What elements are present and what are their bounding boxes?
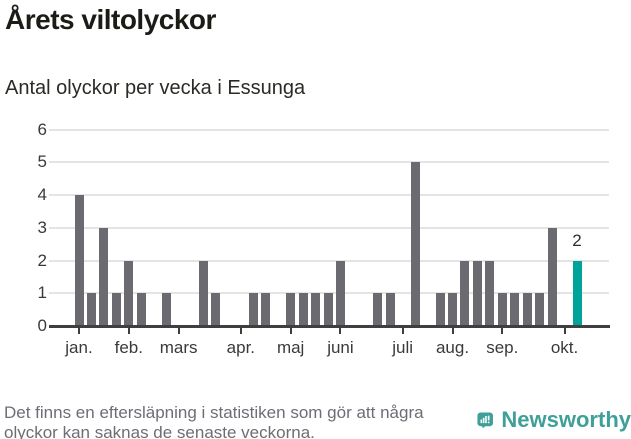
footnote-line2: olyckor kan saknas de senaste veckorna. [4, 423, 315, 439]
gridline [49, 259, 609, 262]
bar-week [86, 293, 96, 326]
bar-week [410, 162, 420, 326]
gridline [49, 194, 609, 196]
footnote: Det finns en eftersläpning i statistiken… [4, 403, 474, 439]
bar-week [522, 293, 532, 326]
bar-week [99, 227, 109, 326]
bar-week [535, 293, 545, 326]
bar-week [448, 293, 457, 326]
bar-week [298, 293, 308, 326]
bar-week [460, 260, 470, 326]
x-axis-month-label: feb. [114, 338, 143, 357]
bar-week [323, 293, 333, 326]
bar-week [261, 293, 271, 326]
bar-week [211, 293, 221, 326]
x-axis-month-label: okt. [550, 338, 579, 357]
footnote-line1: Det finns en eftersläpning i statistiken… [4, 403, 424, 422]
bar-week [199, 260, 208, 326]
x-axis-tick [239, 327, 242, 334]
bar-week [74, 195, 84, 326]
y-axis-tick-label: 2 [37, 250, 47, 270]
x-axis-tick [127, 327, 130, 334]
bar-week [136, 293, 146, 326]
x-axis-month-label: sep. [486, 338, 519, 357]
page-title: Årets viltolyckor [5, 4, 216, 35]
x-axis-month-label: apr. [226, 338, 256, 357]
bar-week [311, 293, 321, 326]
last-value-label: 2 [572, 231, 582, 250]
y-axis-tick-label: 5 [37, 152, 47, 172]
x-axis-tick [177, 327, 180, 334]
chart-subtitle: Antal olyckor per vecka i Essunga [5, 77, 306, 99]
bar-chart-speech-bubble-icon [477, 411, 493, 428]
bar-week [485, 260, 495, 326]
gridline [49, 128, 609, 131]
x-axis-tick [289, 327, 292, 334]
x-axis-tick [339, 327, 342, 334]
x-axis-line [49, 325, 610, 328]
x-axis-tick [563, 327, 566, 334]
bar-week [248, 293, 258, 326]
x-axis-month-label: aug. [435, 338, 470, 357]
bar-week [547, 227, 557, 326]
y-axis-tick-label: 4 [37, 185, 47, 204]
y-axis-tick-label: 0 [37, 316, 47, 335]
bar-week [497, 293, 507, 326]
newsworthy-wordmark: Newsworthy [501, 406, 631, 432]
newsworthy-branding: Newsworthy [477, 400, 631, 439]
x-axis-month-label: jan. [65, 338, 93, 357]
x-axis-tick [451, 327, 454, 334]
x-axis-tick [78, 327, 80, 334]
bar-week [286, 293, 296, 326]
bar-week [335, 260, 345, 326]
gridline [49, 161, 609, 164]
x-axis-month-label: juli [392, 338, 414, 357]
bar-week [161, 293, 171, 326]
bar-week [124, 260, 134, 326]
bar-week [111, 293, 121, 326]
gridline [49, 226, 609, 229]
y-axis-tick-label: 6 [37, 119, 47, 139]
x-axis-month-label: juni [327, 338, 354, 357]
bar-week [435, 293, 445, 326]
x-axis-tick [501, 327, 504, 334]
bar-current-week [572, 260, 582, 326]
x-axis-tick [401, 327, 404, 334]
y-axis-tick-label: 3 [37, 217, 47, 237]
x-axis-month-label: maj [276, 338, 305, 357]
y-axis-tick-label: 1 [37, 283, 47, 303]
bar-week [385, 293, 395, 326]
bar-week [373, 293, 383, 326]
bar-week [472, 260, 482, 326]
bar-week [510, 293, 520, 326]
x-axis-month-label: mars [159, 338, 198, 357]
